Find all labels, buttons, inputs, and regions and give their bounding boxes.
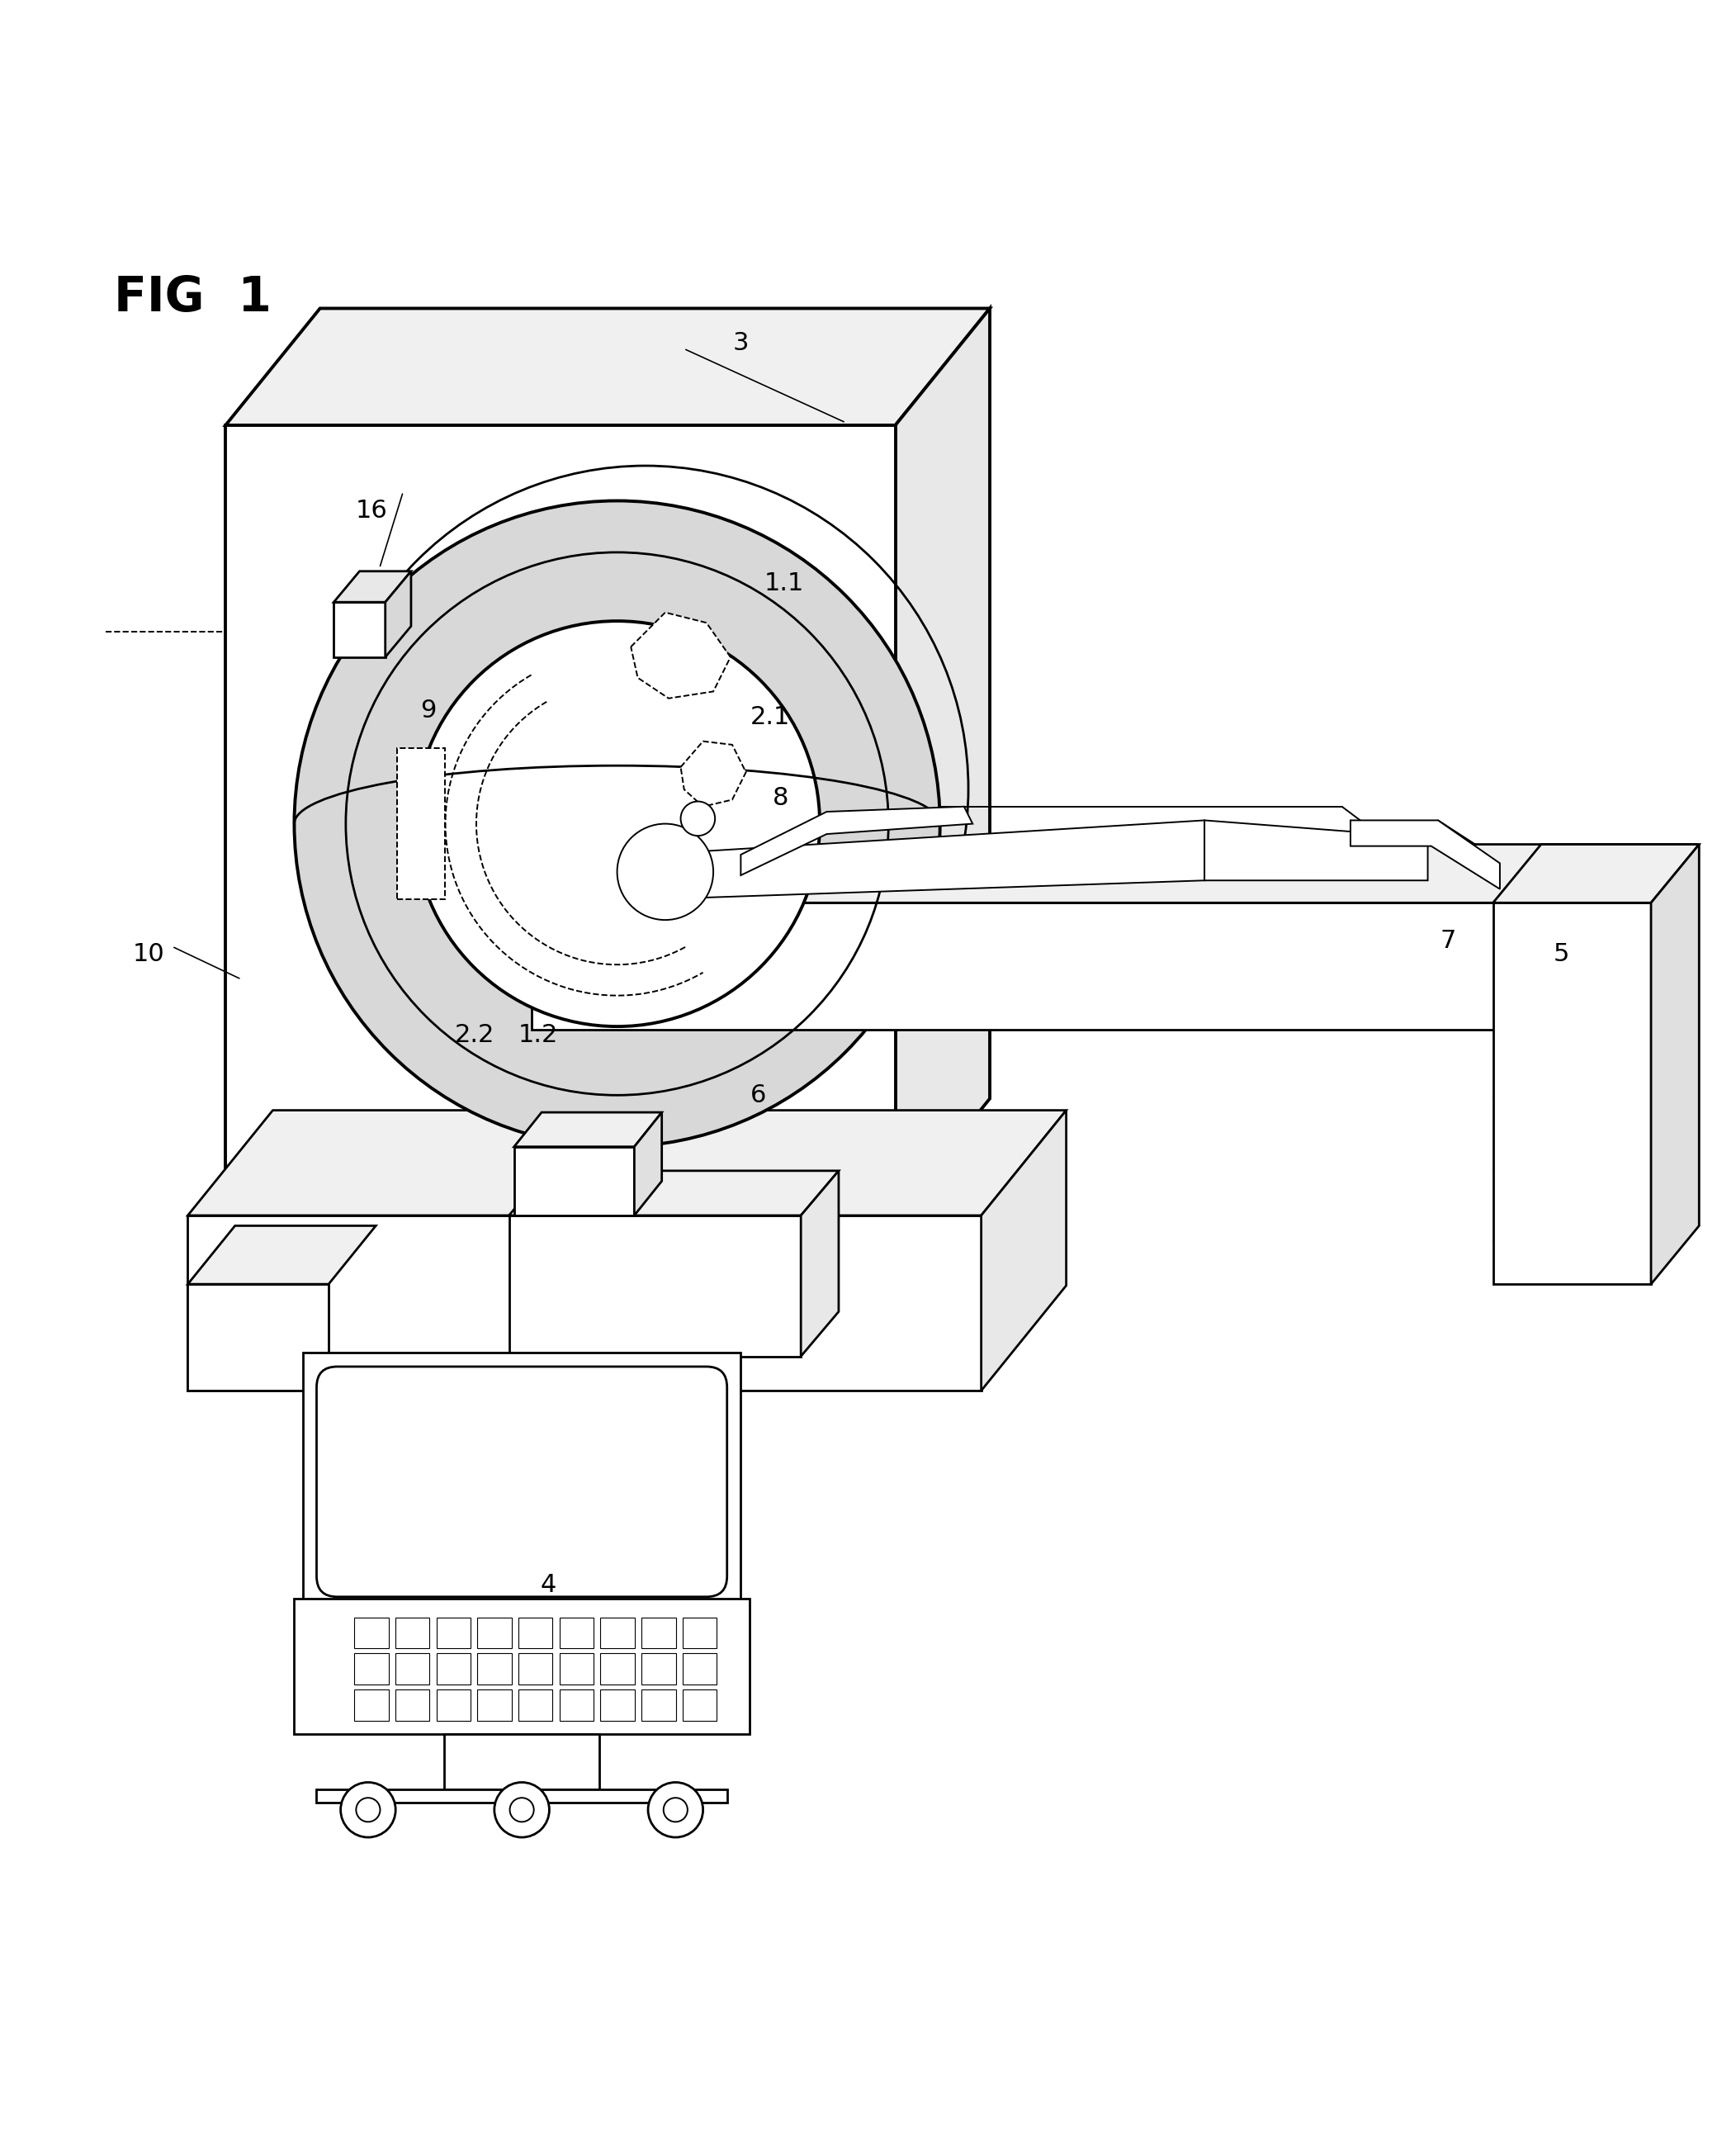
Polygon shape bbox=[510, 1216, 801, 1356]
Text: 4: 4 bbox=[541, 1574, 556, 1598]
Circle shape bbox=[341, 1783, 396, 1837]
Polygon shape bbox=[518, 1690, 553, 1720]
Polygon shape bbox=[303, 1352, 740, 1619]
FancyBboxPatch shape bbox=[317, 1367, 727, 1598]
Polygon shape bbox=[801, 1171, 839, 1356]
Polygon shape bbox=[436, 1690, 470, 1720]
Polygon shape bbox=[532, 845, 1696, 903]
Polygon shape bbox=[682, 1690, 716, 1720]
Polygon shape bbox=[188, 1110, 1066, 1216]
Polygon shape bbox=[355, 1690, 389, 1720]
Polygon shape bbox=[1493, 903, 1651, 1285]
Text: 10: 10 bbox=[133, 942, 164, 966]
Circle shape bbox=[494, 1783, 549, 1837]
Text: 2.2: 2.2 bbox=[455, 1024, 494, 1048]
Circle shape bbox=[415, 621, 820, 1026]
Circle shape bbox=[356, 1798, 381, 1822]
Text: 8: 8 bbox=[771, 787, 789, 811]
Text: 16: 16 bbox=[355, 500, 387, 524]
Polygon shape bbox=[334, 602, 386, 658]
Polygon shape bbox=[386, 571, 412, 658]
Polygon shape bbox=[188, 1227, 375, 1285]
Text: 5: 5 bbox=[1553, 942, 1570, 966]
Text: FIG  1: FIG 1 bbox=[114, 274, 272, 321]
Polygon shape bbox=[477, 1617, 511, 1649]
Polygon shape bbox=[436, 1617, 470, 1649]
Polygon shape bbox=[642, 1690, 675, 1720]
Circle shape bbox=[680, 802, 715, 837]
Polygon shape bbox=[601, 1690, 635, 1720]
Polygon shape bbox=[982, 1110, 1066, 1391]
Polygon shape bbox=[444, 1733, 599, 1789]
Polygon shape bbox=[226, 308, 990, 425]
Polygon shape bbox=[601, 1617, 635, 1649]
Polygon shape bbox=[1493, 845, 1700, 903]
Polygon shape bbox=[334, 571, 412, 602]
Polygon shape bbox=[355, 1654, 389, 1684]
Polygon shape bbox=[1651, 845, 1700, 1285]
Text: 2.1: 2.1 bbox=[751, 705, 790, 729]
Polygon shape bbox=[396, 748, 444, 899]
Text: 7: 7 bbox=[1440, 929, 1457, 953]
Text: 3: 3 bbox=[734, 330, 749, 356]
Polygon shape bbox=[642, 1617, 675, 1649]
Polygon shape bbox=[634, 1112, 661, 1216]
Polygon shape bbox=[396, 1617, 429, 1649]
Polygon shape bbox=[680, 742, 746, 806]
Polygon shape bbox=[515, 1112, 661, 1147]
Polygon shape bbox=[1204, 819, 1428, 880]
Polygon shape bbox=[532, 903, 1648, 1031]
Polygon shape bbox=[642, 1654, 675, 1684]
Polygon shape bbox=[317, 1789, 727, 1802]
Text: 6: 6 bbox=[751, 1082, 766, 1108]
Text: 1.1: 1.1 bbox=[765, 571, 804, 595]
Polygon shape bbox=[477, 1654, 511, 1684]
Polygon shape bbox=[630, 612, 730, 699]
Polygon shape bbox=[515, 1147, 634, 1216]
Circle shape bbox=[647, 1783, 703, 1837]
Polygon shape bbox=[518, 1617, 553, 1649]
Polygon shape bbox=[895, 308, 990, 1216]
Polygon shape bbox=[355, 1617, 389, 1649]
Text: 1.2: 1.2 bbox=[518, 1024, 558, 1048]
Polygon shape bbox=[188, 1285, 329, 1391]
Polygon shape bbox=[188, 1216, 982, 1391]
Polygon shape bbox=[477, 1690, 511, 1720]
Polygon shape bbox=[560, 1690, 594, 1720]
Polygon shape bbox=[1648, 845, 1696, 1031]
Polygon shape bbox=[518, 1654, 553, 1684]
Polygon shape bbox=[560, 1654, 594, 1684]
Circle shape bbox=[616, 824, 713, 921]
Polygon shape bbox=[396, 1690, 429, 1720]
Polygon shape bbox=[601, 1654, 635, 1684]
Circle shape bbox=[663, 1798, 687, 1822]
Polygon shape bbox=[226, 425, 895, 1216]
Polygon shape bbox=[436, 1654, 470, 1684]
Polygon shape bbox=[560, 1617, 594, 1649]
Polygon shape bbox=[510, 1171, 839, 1216]
Polygon shape bbox=[682, 1617, 716, 1649]
Polygon shape bbox=[396, 1654, 429, 1684]
Polygon shape bbox=[740, 806, 973, 875]
Polygon shape bbox=[682, 1654, 716, 1684]
Polygon shape bbox=[1350, 819, 1500, 888]
Text: 9: 9 bbox=[420, 699, 436, 722]
Polygon shape bbox=[294, 1598, 749, 1733]
Circle shape bbox=[294, 500, 940, 1147]
Polygon shape bbox=[703, 819, 1204, 897]
Circle shape bbox=[510, 1798, 534, 1822]
